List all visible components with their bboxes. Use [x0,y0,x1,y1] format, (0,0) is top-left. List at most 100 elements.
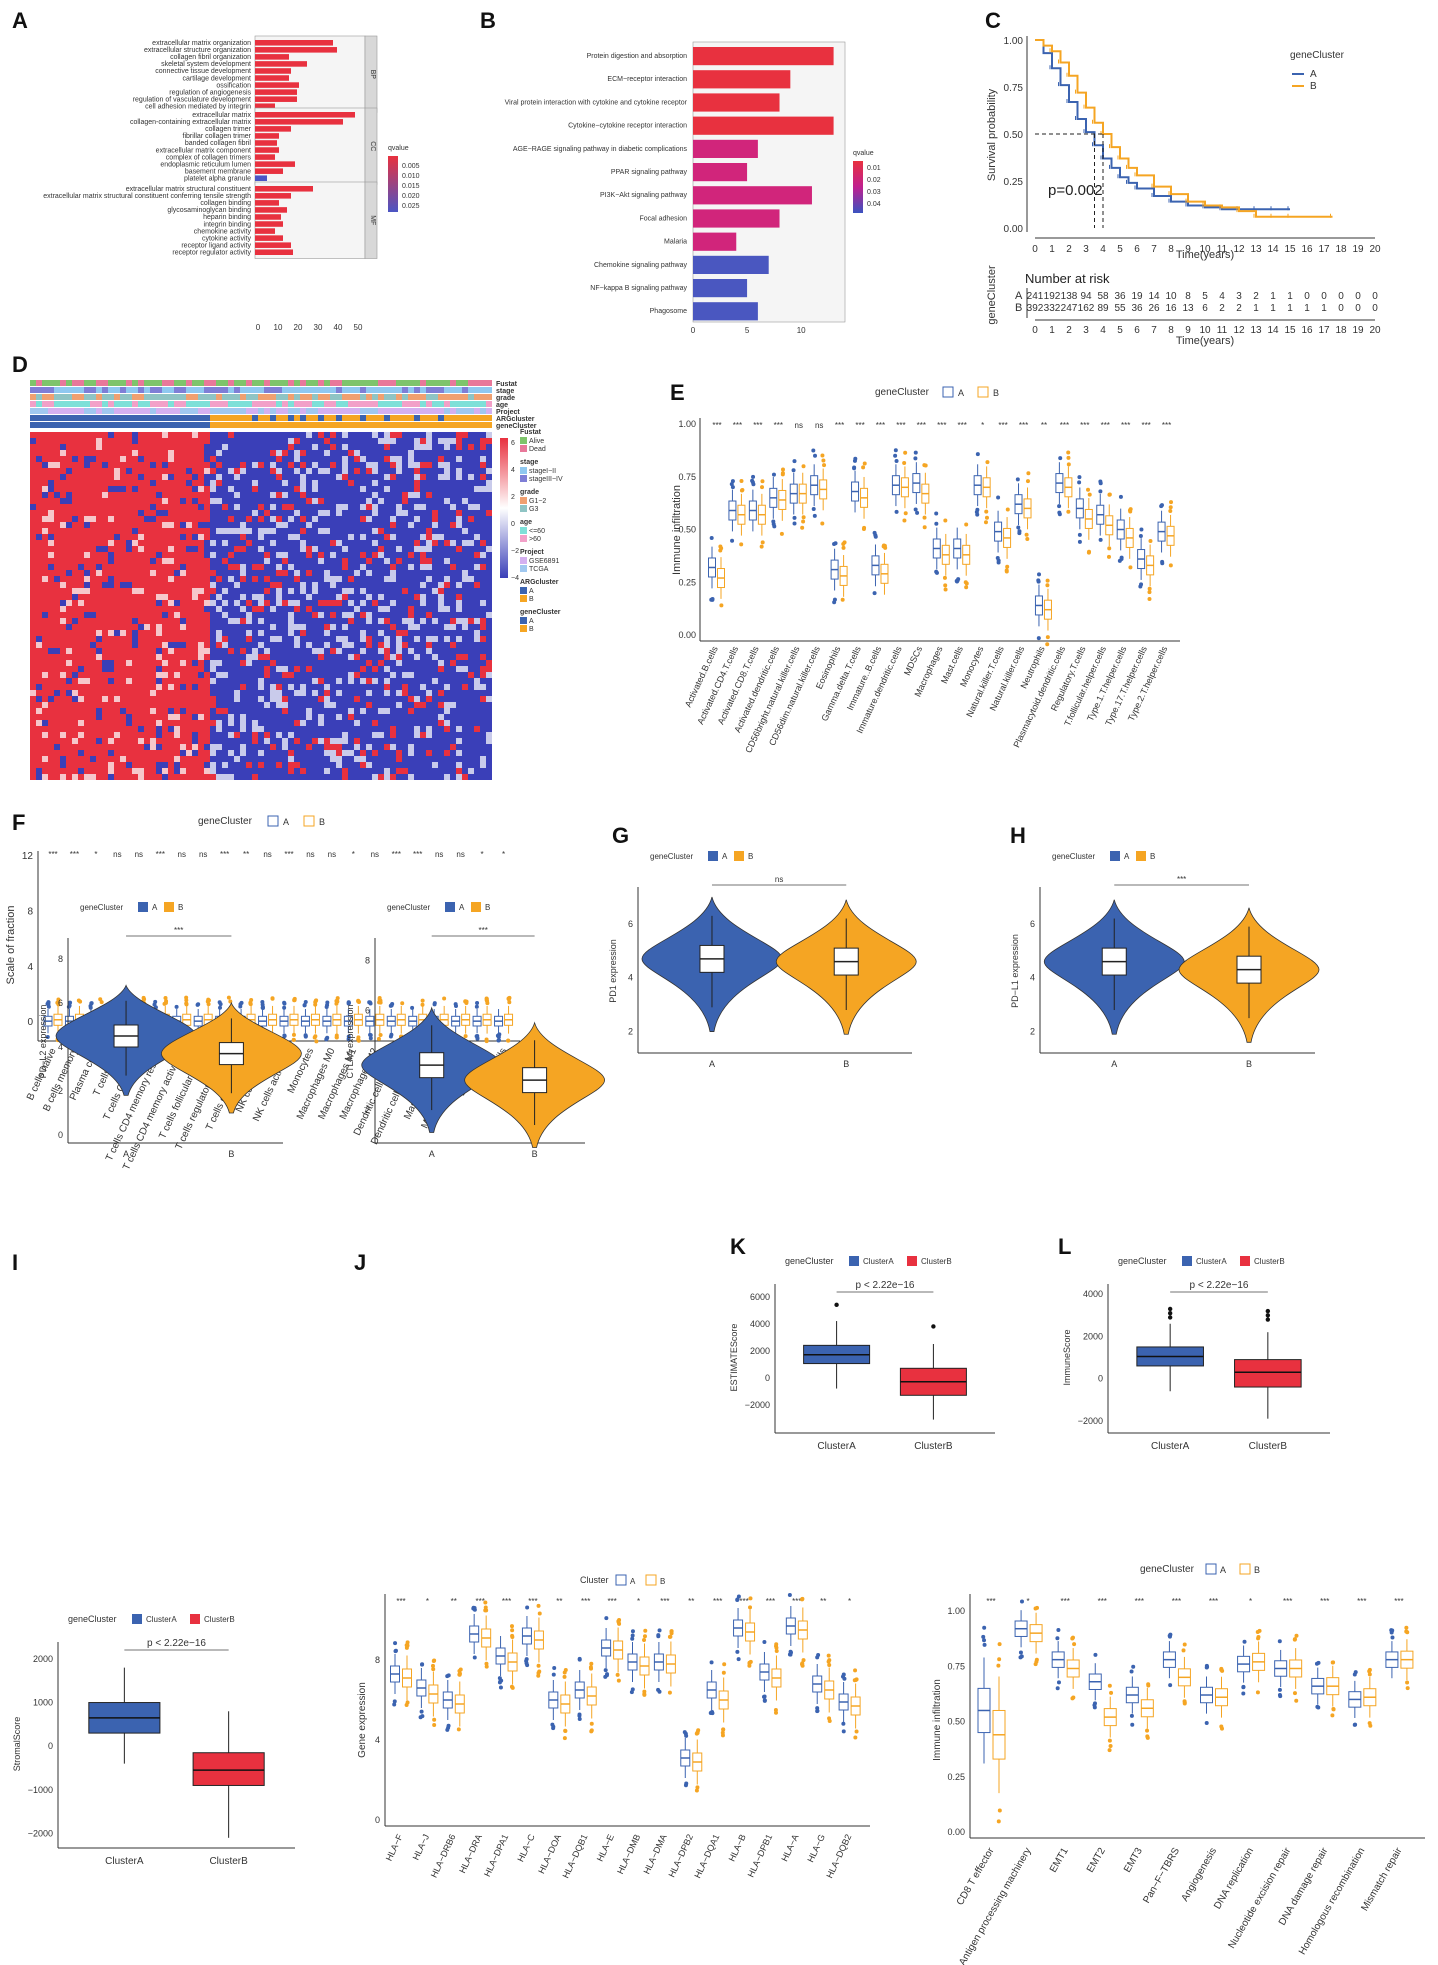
heatmap-cell [228,474,234,480]
heatmap-cell [402,660,408,666]
heatmap-cell [150,606,156,612]
heatmap-cell [384,510,390,516]
heatmap-cell [474,684,480,690]
annotation-cell [192,394,198,400]
heatmap-cell [432,504,438,510]
heatmap-cell [54,624,60,630]
annotation-cell [144,380,150,386]
heatmap-cell [192,744,198,750]
annotation-cell [480,415,486,421]
heatmap-cell [324,708,330,714]
heatmap-cell [294,624,300,630]
annotation-cell [402,387,408,393]
heatmap-cell [270,600,276,606]
annotation-cell [126,408,132,414]
heatmap-cell [252,630,258,636]
heatmap-cell [132,456,138,462]
heatmap-cell [426,474,432,480]
heatmap-cell [336,492,342,498]
heatmap-cell [288,510,294,516]
heatmap-cell [426,558,432,564]
heatmap-cell [426,654,432,660]
heatmap-cell [102,498,108,504]
risk-cell-A: 5 [1202,291,1208,302]
annotation-cell [444,387,450,393]
heatmap-cell [258,648,264,654]
annotation-cell [96,380,102,386]
heatmap-cell [402,468,408,474]
heatmap-cell [336,462,342,468]
heatmap-cell [396,492,402,498]
heatmap-cell [366,594,372,600]
heatmap-cell [330,504,336,510]
heatmap-cell [54,696,60,702]
heatmap-cell [36,618,42,624]
heatmap-cell [48,672,54,678]
heatmap-cell [372,624,378,630]
heatmap-cell [72,684,78,690]
heatmap-cell [144,498,150,504]
annotation-cell [282,422,288,428]
heatmap-cell [366,630,372,636]
heatmap-cell [174,654,180,660]
heatmap-cell [444,522,450,528]
heatmap-cell [114,600,120,606]
heatmap-cell [420,642,426,648]
heatmap-cell [390,750,396,756]
heatmap-cell [462,570,468,576]
heatmap-cell [258,450,264,456]
heatmap-cell [240,648,246,654]
heatmap-cell [132,498,138,504]
heatmap-cell [438,660,444,666]
heatmap-cell [414,696,420,702]
heatmap-cell [48,684,54,690]
heatmap-cell [228,432,234,438]
heatmap-cell [108,564,114,570]
heatmap-cell [426,450,432,456]
heatmap-cell [270,492,276,498]
heatmap-cell [138,678,144,684]
heatmap-cell [240,696,246,702]
heatmap-cell [276,450,282,456]
heatmap-cell [66,510,72,516]
heatmap-cell [330,702,336,708]
heatmap-cell [306,462,312,468]
annotation-cell [426,415,432,421]
annotation-cell [168,394,174,400]
x-tick-label: 7 [1151,244,1157,255]
heatmap-cell [42,624,48,630]
heatmap-cell [408,696,414,702]
heatmap-cell [468,564,474,570]
heatmap-cell [282,750,288,756]
heatmap-cell [438,624,444,630]
heatmap-cell [234,726,240,732]
heatmap-cell [210,522,216,528]
heatmap-cell [246,552,252,558]
heatmap-cell [420,456,426,462]
heatmap-cell [330,696,336,702]
heatmap-cell [66,534,72,540]
heatmap-cell [174,750,180,756]
heatmap-cell [420,444,426,450]
heatmap-cell [234,708,240,714]
heatmap-cell [96,576,102,582]
heatmap-cell [222,648,228,654]
heatmap-cell [276,444,282,450]
heatmap-cell [96,510,102,516]
heatmap-cell [306,618,312,624]
heatmap-cell [66,564,72,570]
heatmap-cell [420,678,426,684]
heatmap-cell [306,486,312,492]
heatmap-cell [444,480,450,486]
risk-x-tick: 3 [1083,325,1089,336]
heatmap-cell [198,648,204,654]
annotation-cell [414,401,420,407]
heatmap-cell [72,594,78,600]
heatmap-cell [396,624,402,630]
heatmap-cell [270,594,276,600]
heatmap-cell [84,498,90,504]
heatmap-cell [114,624,120,630]
heatmap-cell [318,600,324,606]
annotation-cell [132,380,138,386]
heatmap-cell [276,738,282,744]
